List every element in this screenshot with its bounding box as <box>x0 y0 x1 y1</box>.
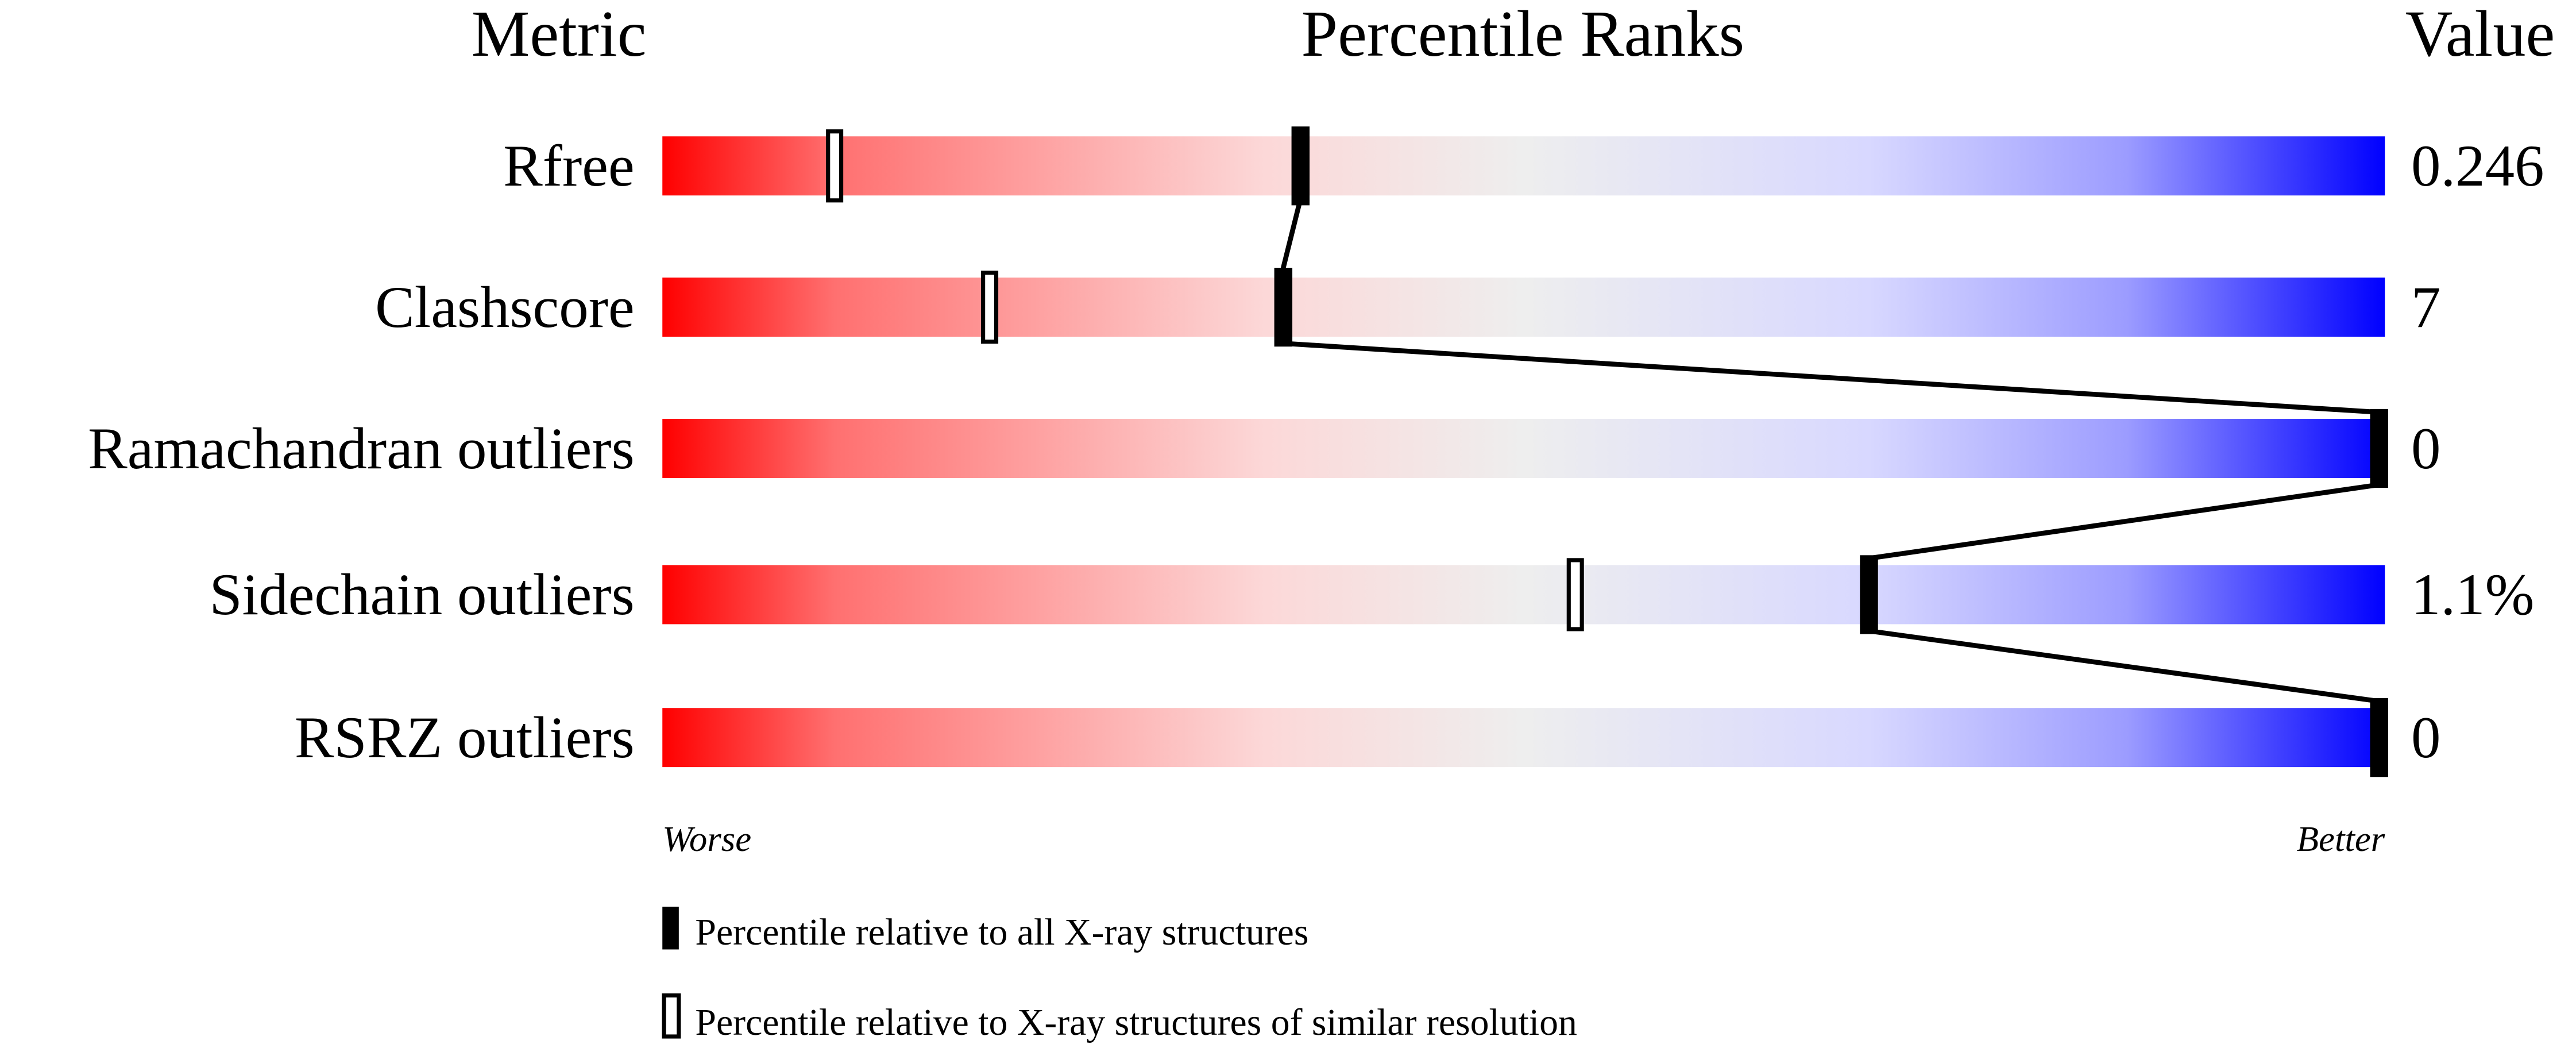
connector-line <box>1280 201 1303 272</box>
metric-value: 0.246 <box>2411 133 2544 199</box>
metric-value: 0 <box>2411 705 2440 770</box>
metric-label: Ramachandran outliers <box>88 416 635 481</box>
legend-all-label: Percentile relative to all X-ray structu… <box>695 911 1308 953</box>
legend-all-swatch <box>662 907 679 950</box>
legend-similar-swatch <box>662 993 681 1039</box>
connector-line <box>1867 628 2381 704</box>
all-marker <box>1860 555 1878 634</box>
similar-marker <box>1566 558 1584 631</box>
connector-line <box>1282 341 2380 415</box>
metric-label: Rfree <box>503 133 635 199</box>
percentile-bar <box>662 419 2385 478</box>
all-marker <box>1274 268 1293 347</box>
ranks-header: Percentile Ranks <box>1301 0 1745 70</box>
better-label: Better <box>2297 819 2385 859</box>
percentile-bar <box>662 708 2385 768</box>
all-marker <box>2370 409 2388 488</box>
similar-marker <box>826 129 844 203</box>
metric-label: Sidechain outliers <box>209 562 634 627</box>
connector-line <box>1867 482 2381 561</box>
legend-similar-label: Percentile relative to X-ray structures … <box>695 1001 1577 1043</box>
all-marker <box>2370 698 2388 777</box>
metric-value: 7 <box>2411 275 2440 340</box>
metric-value: 1.1% <box>2411 562 2534 627</box>
metric-label: Clashscore <box>375 275 635 340</box>
percentile-bar <box>662 136 2385 196</box>
metric-value: 0 <box>2411 416 2440 481</box>
all-marker <box>1291 126 1310 206</box>
percentile-bar <box>662 565 2385 625</box>
metric-header: Metric <box>472 0 647 70</box>
metric-label: RSRZ outliers <box>295 705 635 770</box>
value-header: Value <box>2405 0 2555 70</box>
similar-marker <box>981 271 999 344</box>
percentile-bar <box>662 278 2385 337</box>
worse-label: Worse <box>662 819 751 859</box>
